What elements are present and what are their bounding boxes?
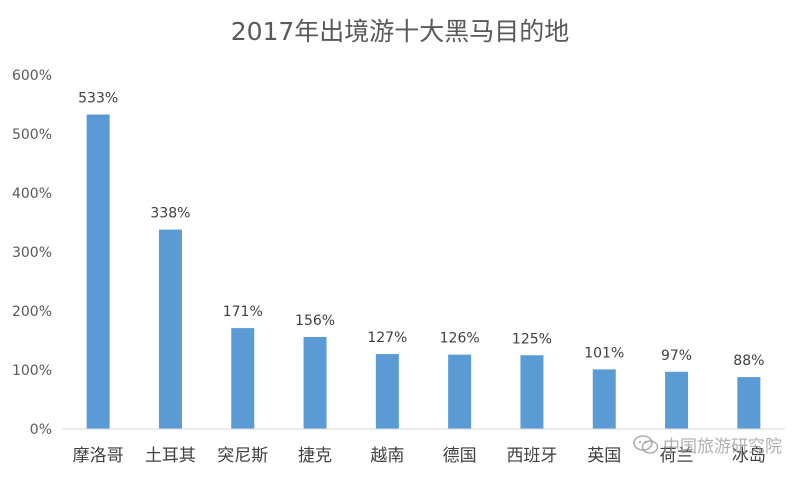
y-tick-label: 500% xyxy=(12,127,52,143)
y-tick-label: 600% xyxy=(12,68,52,84)
watermark-text: 中国旅游研究院 xyxy=(663,437,782,457)
bar xyxy=(158,229,182,429)
data-label: 156% xyxy=(295,313,335,329)
bar xyxy=(592,369,616,429)
x-tick-label: 荷兰 xyxy=(660,446,694,466)
y-tick-label: 300% xyxy=(12,245,52,261)
data-label: 338% xyxy=(150,206,190,222)
data-labels: 533% 338% 171% 156% 127% 126% 125% 101% 97% 88% xyxy=(78,91,764,370)
bar xyxy=(520,355,544,429)
x-tick-label: 越南 xyxy=(370,446,404,466)
bar xyxy=(665,371,689,429)
y-axis: 0% 100% 200% 300% 400% 500% 600% xyxy=(12,68,52,438)
y-tick-label: 200% xyxy=(12,304,52,320)
bar xyxy=(86,114,110,429)
x-tick-label: 冰岛 xyxy=(732,446,766,466)
x-tick-label: 土耳其 xyxy=(145,446,196,466)
chart-title: 2017年出境游十大黑马目的地 xyxy=(231,17,570,46)
wechat-icon xyxy=(633,434,659,454)
data-label: 127% xyxy=(367,330,407,346)
x-tick-label: 突尼斯 xyxy=(217,446,268,466)
x-tick-label: 西班牙 xyxy=(506,446,557,466)
x-tick-label: 英国 xyxy=(587,446,621,466)
bar xyxy=(231,328,255,429)
bar xyxy=(375,354,399,429)
bar xyxy=(303,336,327,429)
data-label: 125% xyxy=(512,331,552,347)
y-tick-label: 0% xyxy=(30,422,52,438)
x-tick-label: 捷克 xyxy=(298,446,332,466)
data-label: 101% xyxy=(584,345,624,361)
x-axis: 摩洛哥 土耳其 突尼斯 捷克 越南 德国 西班牙 英国 荷兰 冰岛 xyxy=(62,428,785,466)
data-label: 97% xyxy=(661,348,692,364)
bar xyxy=(448,354,472,429)
data-label: 171% xyxy=(223,304,263,320)
bars xyxy=(86,114,761,429)
x-tick-label: 摩洛哥 xyxy=(73,446,124,466)
y-tick-label: 100% xyxy=(12,363,52,379)
watermark: 中国旅游研究院 xyxy=(633,432,782,457)
bar xyxy=(737,377,761,429)
data-label: 126% xyxy=(440,331,480,347)
y-tick-label: 400% xyxy=(12,186,52,202)
data-label: 533% xyxy=(78,91,118,107)
x-tick-label: 德国 xyxy=(443,446,477,466)
data-label: 88% xyxy=(733,353,764,369)
